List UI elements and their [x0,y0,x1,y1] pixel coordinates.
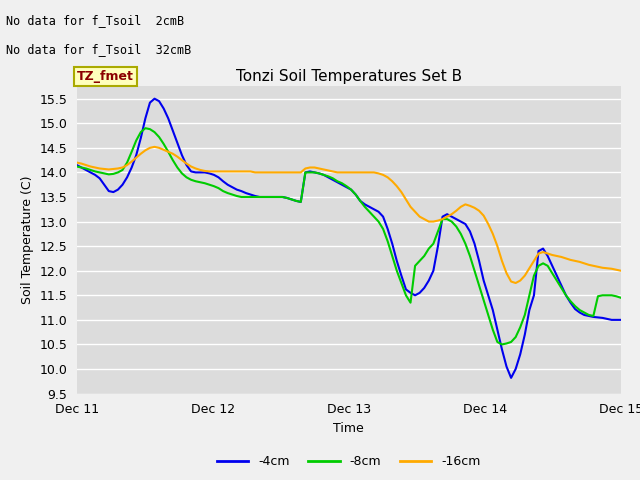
Text: No data for f_Tsoil  32cmB: No data for f_Tsoil 32cmB [6,43,191,56]
X-axis label: Time: Time [333,422,364,435]
Legend: -4cm, -8cm, -16cm: -4cm, -8cm, -16cm [212,450,486,473]
Text: TZ_fmet: TZ_fmet [77,70,134,83]
Text: No data for f_Tsoil  2cmB: No data for f_Tsoil 2cmB [6,14,184,27]
Y-axis label: Soil Temperature (C): Soil Temperature (C) [20,176,34,304]
Title: Tonzi Soil Temperatures Set B: Tonzi Soil Temperatures Set B [236,69,462,84]
